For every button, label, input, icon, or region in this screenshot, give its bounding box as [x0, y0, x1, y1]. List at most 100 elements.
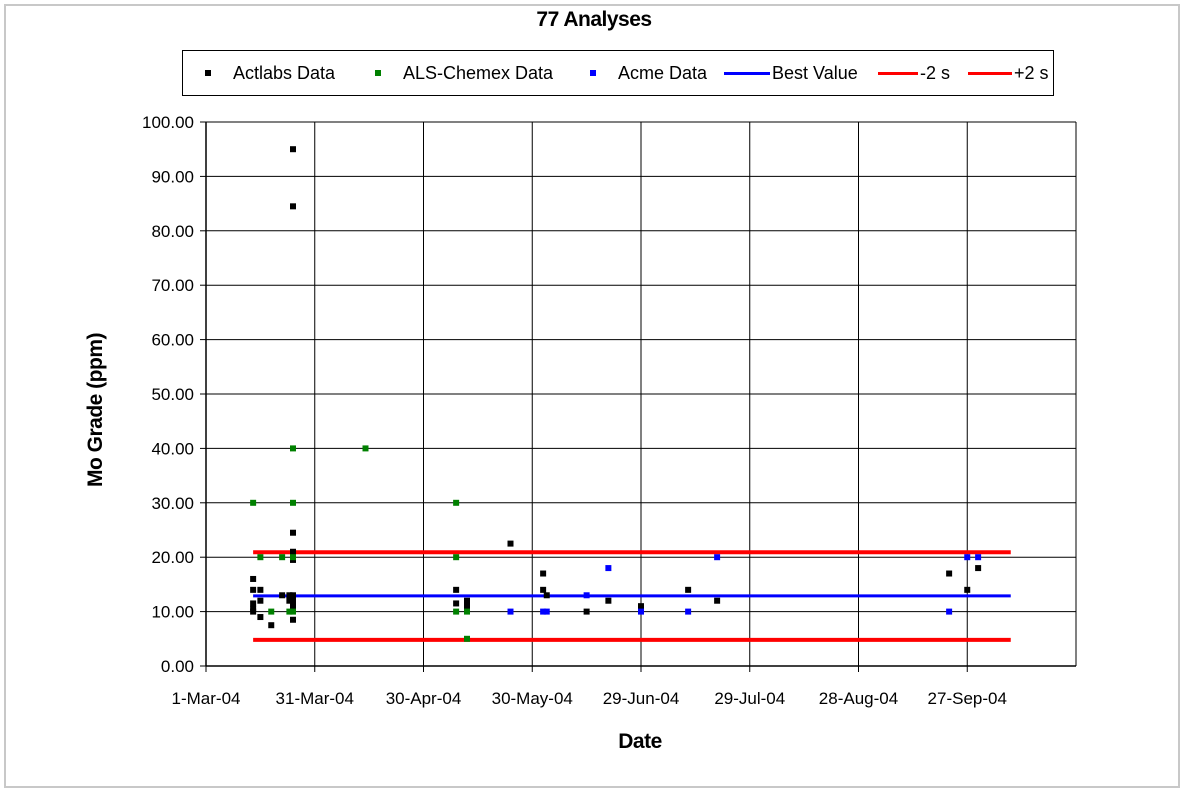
data-point-series-2	[583, 592, 590, 599]
y-tick-label: 100.00	[142, 113, 194, 132]
data-point-series-0	[453, 586, 460, 593]
data-point-series-0	[290, 529, 296, 536]
data-point-series-1	[464, 608, 470, 615]
data-point-series-2	[975, 554, 982, 561]
data-point-series-0	[714, 597, 721, 604]
data-point-series-0	[250, 586, 257, 593]
data-point-series-2	[605, 565, 612, 572]
x-tick-label: 29-Jun-04	[603, 689, 680, 708]
data-point-series-0	[543, 592, 550, 599]
axes-layer: 0.00 10.00 20.00 30.00 40.00 50.00 60.00 70.00 8…	[142, 113, 1076, 708]
legend-item-actlabs: Actlabs Data	[205, 51, 335, 95]
x-tick-label: 1-Mar-04	[172, 689, 241, 708]
data-point-series-1	[453, 499, 460, 506]
data-point-series-0	[464, 597, 470, 604]
data-point-series-0	[290, 616, 296, 623]
x-axis-title: Date	[618, 730, 662, 753]
data-point-series-2	[685, 608, 692, 615]
legend-label-acme: Acme Data	[618, 62, 708, 83]
data-point-series-1	[362, 445, 369, 452]
data-point-series-0	[964, 586, 971, 593]
data-point-series-2	[638, 608, 644, 615]
data-point-series-0	[290, 203, 296, 210]
y-tick-label: 20.00	[151, 548, 194, 567]
data-point-series-0	[946, 570, 953, 577]
data-point-series-0	[540, 586, 547, 593]
legend-label-als-chemex: ALS-Chemex Data	[403, 62, 554, 83]
data-point-series-2	[540, 608, 547, 615]
data-point-series-0	[268, 622, 275, 629]
legend-item-best-value: Best Value	[724, 51, 858, 95]
data-point-series-1	[290, 554, 296, 561]
data-point-series-0	[540, 570, 547, 577]
data-point-series-1	[286, 608, 293, 615]
y-tick-label: 40.00	[151, 439, 194, 458]
data-point-series-0	[290, 146, 296, 153]
x-tick-label: 31-Mar-04	[276, 689, 354, 708]
grid-layer	[205, 121, 1077, 667]
legend-item-plus-2s: +2 s	[968, 51, 1049, 95]
data-point-series-0	[250, 608, 257, 615]
data-point-series-1	[453, 608, 460, 615]
data-point-series-0	[290, 603, 296, 610]
data-point-series-0	[250, 575, 257, 582]
data-point-series-0	[290, 597, 296, 604]
x-tick-label: 30-Apr-04	[386, 689, 462, 708]
y-tick-label: 70.00	[151, 276, 194, 295]
data-point-series-0	[638, 603, 644, 610]
data-point-series-1	[453, 554, 460, 561]
legend-item-minus-2s: -2 s	[878, 51, 950, 95]
y-tick-label: 10.00	[151, 603, 194, 622]
data-point-series-0	[290, 548, 296, 555]
y-tick-label: 60.00	[151, 331, 194, 350]
data-point-series-2	[507, 608, 514, 615]
data-point-series-0	[507, 540, 514, 547]
data-point-series-0	[464, 603, 470, 610]
reference-lines-layer	[253, 550, 1011, 642]
data-point-series-2	[714, 554, 721, 561]
data-point-series-0	[250, 600, 257, 607]
legend-swatch-als-chemex	[375, 70, 381, 76]
data-points-layer	[250, 146, 982, 642]
legend-swatch-minus-2s	[878, 71, 918, 75]
y-tick-label: 80.00	[151, 222, 194, 241]
data-point-series-0	[975, 565, 982, 572]
x-tick-label: 27-Sep-04	[928, 689, 1007, 708]
data-point-series-1	[290, 445, 296, 452]
y-tick-label: 0.00	[161, 657, 194, 676]
y-tick-label: 50.00	[151, 385, 194, 404]
chart-frame	[4, 4, 1180, 788]
data-point-series-0	[605, 597, 612, 604]
data-point-series-2	[543, 608, 550, 615]
legend-item-als-chemex: ALS-Chemex Data	[375, 51, 553, 95]
data-point-series-1	[257, 554, 264, 561]
chart-title: 77 Analyses	[536, 8, 652, 31]
data-point-series-0	[583, 608, 590, 615]
legend-swatch-actlabs	[205, 70, 211, 76]
data-point-series-0	[453, 600, 460, 607]
data-point-series-0	[286, 592, 293, 599]
data-point-series-0	[279, 592, 286, 599]
legend-label-best-value: Best Value	[772, 62, 858, 83]
legend-swatch-best-value	[724, 71, 770, 75]
data-point-series-0	[257, 597, 264, 604]
data-point-series-2	[946, 608, 953, 615]
chart-legend: Actlabs Data ALS-Chemex Data Acme Data B…	[182, 50, 1054, 96]
legend-swatch-plus-2s	[968, 71, 1012, 75]
legend-label-actlabs: Actlabs Data	[233, 62, 336, 83]
data-point-series-0	[257, 614, 264, 621]
legend-swatch-acme	[590, 70, 596, 76]
data-point-series-1	[250, 499, 257, 506]
data-point-series-0	[685, 586, 692, 593]
data-point-series-1	[290, 499, 296, 506]
y-tick-label: 30.00	[151, 494, 194, 513]
data-point-series-2	[964, 554, 971, 561]
data-point-series-0	[286, 597, 293, 604]
legend-label-minus-2s: -2 s	[920, 62, 951, 83]
legend-item-acme: Acme Data	[590, 51, 707, 95]
x-tick-label: 30-May-04	[492, 689, 573, 708]
data-point-series-1	[464, 635, 470, 642]
legend-label-plus-2s: +2 s	[1014, 62, 1049, 83]
data-point-series-0	[257, 586, 264, 593]
